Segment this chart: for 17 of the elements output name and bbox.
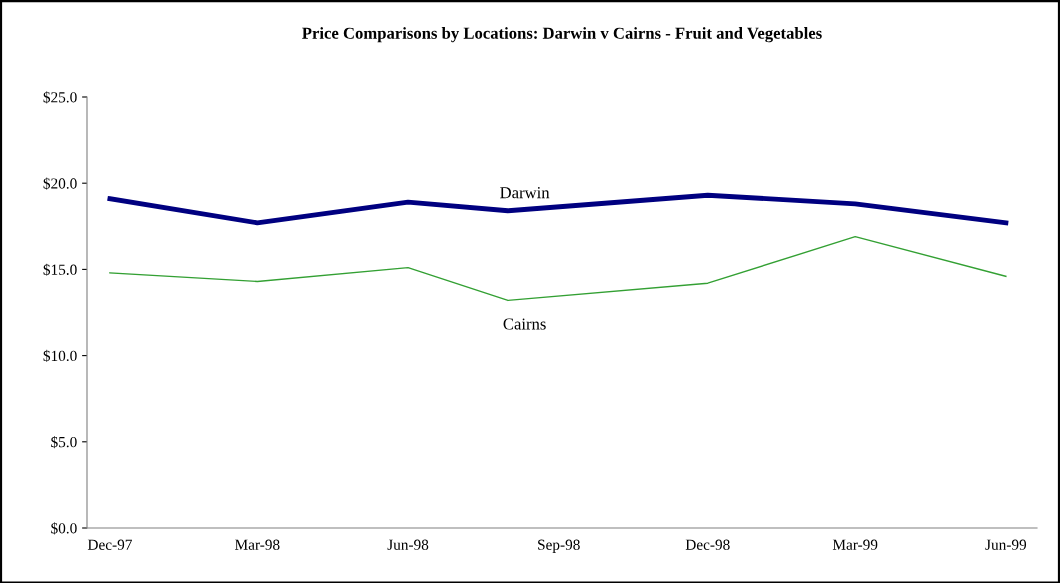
y-tick-label: $25.0 (43, 91, 77, 104)
y-tick-label: $20.0 (43, 177, 77, 190)
line-series (109, 235, 1007, 302)
series-label: Darwin (500, 187, 550, 199)
y-tick-label: $15.0 (43, 263, 77, 276)
y-tick-label: $0.0 (51, 522, 77, 535)
x-tick-label: Mar-99 (832, 539, 878, 550)
x-tick-label: Dec-97 (87, 539, 132, 550)
x-tick-label: Dec-98 (685, 539, 730, 550)
x-tick-label: Jun-99 (985, 539, 1027, 550)
x-tick-label: Mar-98 (235, 539, 280, 550)
x-tick-label: Jun-98 (387, 539, 429, 550)
series-label: Cairns (503, 318, 546, 330)
y-tick-label: $5.0 (51, 436, 77, 449)
y-tick-label: $10.0 (43, 349, 77, 363)
x-tick-label: Sep-98 (538, 539, 580, 553)
chart-title: Price Comparisons by Locations: Darwin v Cairns - Fruit and Vegetables (302, 27, 822, 43)
